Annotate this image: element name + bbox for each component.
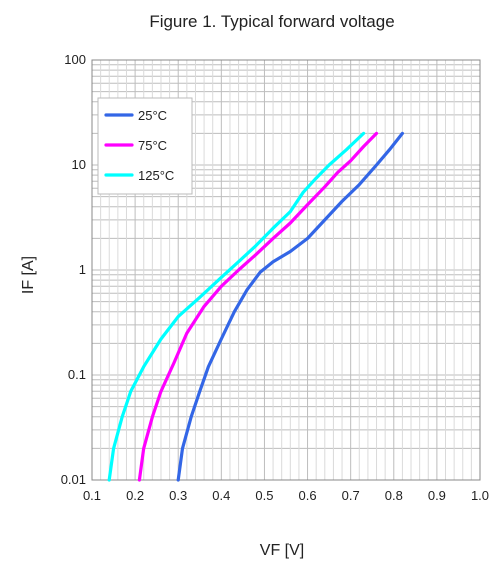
y-tick-label: 1 bbox=[79, 262, 86, 277]
legend-label: 75°C bbox=[138, 138, 167, 153]
x-tick-label: 0.8 bbox=[385, 488, 403, 503]
plot-frame bbox=[91, 59, 481, 481]
series-lines bbox=[107, 131, 404, 482]
y-tick-label: 0.01 bbox=[61, 472, 86, 487]
y-tick-label: 10 bbox=[72, 157, 86, 172]
series-line bbox=[107, 131, 366, 482]
x-tick-label: 0.2 bbox=[126, 488, 144, 503]
y-tick-label: 100 bbox=[64, 52, 86, 67]
y-tick-label: 0.1 bbox=[68, 367, 86, 382]
x-tick-label: 0.1 bbox=[83, 488, 101, 503]
x-tick-label: 0.4 bbox=[212, 488, 230, 503]
series-line bbox=[137, 131, 379, 482]
x-tick-label: 0.9 bbox=[428, 488, 446, 503]
legend: 25°C 75°C 125°C bbox=[97, 97, 193, 195]
y-axis-label: IF [A] bbox=[20, 256, 37, 294]
x-axis-ticks: 0.1 0.2 0.3 0.4 0.5 0.6 0.7 0.8 0.9 1.0 bbox=[83, 488, 489, 503]
legend-label: 125°C bbox=[138, 168, 174, 183]
x-tick-label: 0.5 bbox=[255, 488, 273, 503]
x-tick-label: 0.7 bbox=[342, 488, 360, 503]
legend-label: 25°C bbox=[138, 108, 167, 123]
grid bbox=[91, 60, 481, 481]
plot-area bbox=[91, 59, 481, 481]
x-tick-label: 0.6 bbox=[299, 488, 317, 503]
chart-title: Figure 1. Typical forward voltage bbox=[149, 12, 394, 31]
x-tick-label: 1.0 bbox=[471, 488, 489, 503]
y-axis-ticks: 0.01 0.1 1 10 100 bbox=[61, 52, 86, 487]
x-axis-label: VF [V] bbox=[260, 542, 304, 559]
x-tick-label: 0.3 bbox=[169, 488, 187, 503]
series-line bbox=[176, 131, 404, 482]
